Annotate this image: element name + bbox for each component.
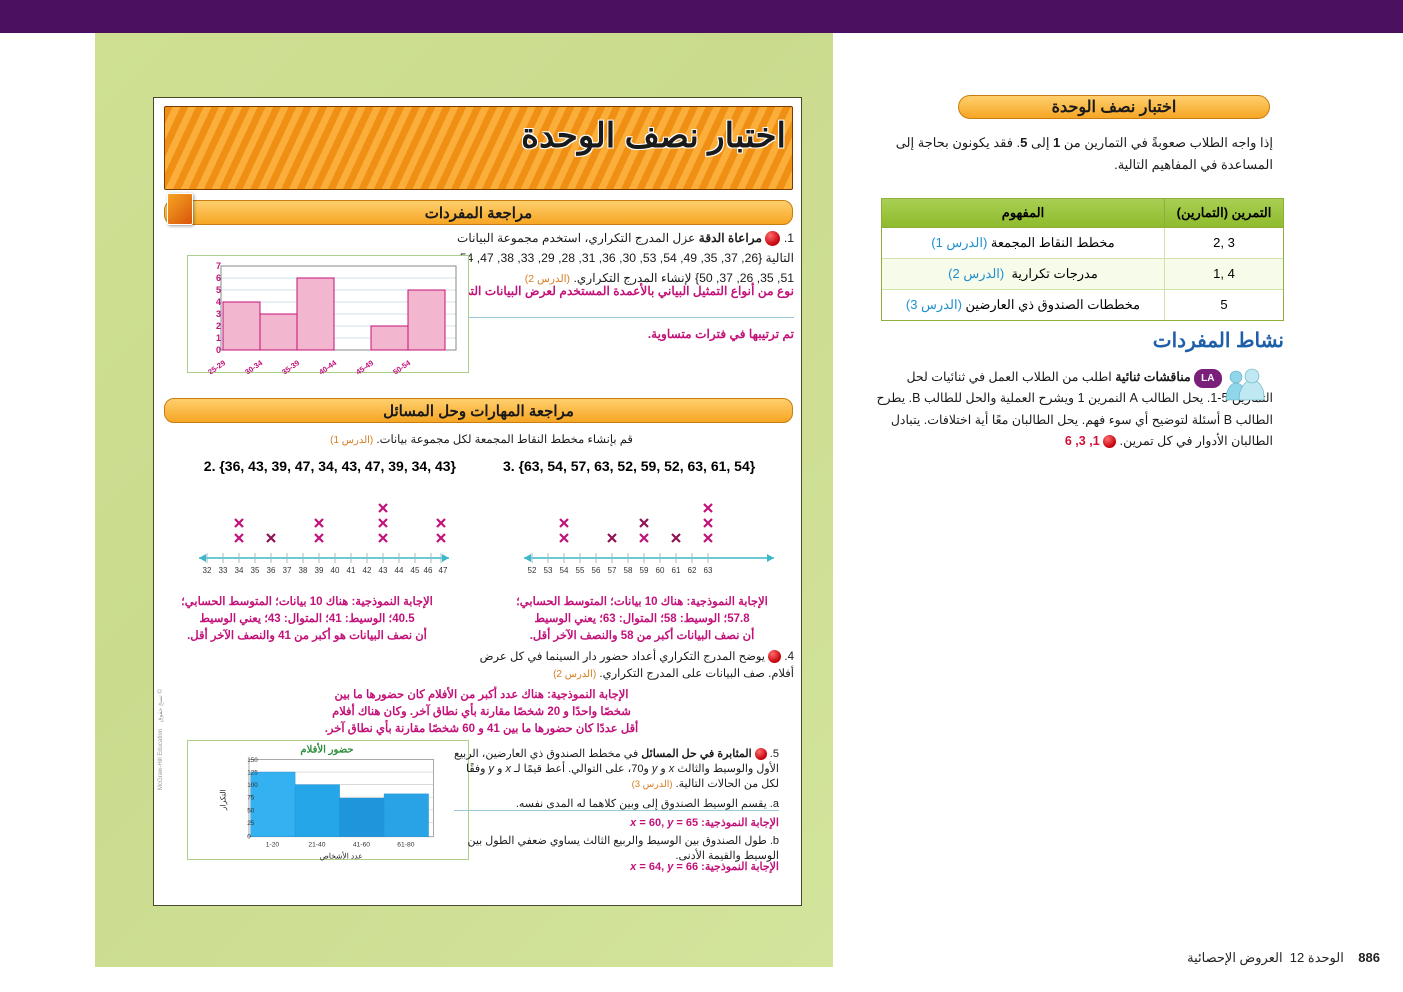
svg-text:43: 43	[379, 566, 388, 575]
svg-text:57: 57	[608, 566, 617, 575]
svg-text:41-60: 41-60	[353, 842, 370, 849]
svg-text:21-40: 21-40	[308, 842, 325, 849]
svg-text:عدد الأشخاص: عدد الأشخاص	[320, 850, 363, 860]
svg-text:3: 3	[216, 309, 221, 319]
svg-text:100: 100	[247, 782, 258, 789]
svg-text:50-54: 50-54	[391, 358, 413, 374]
svg-text:75: 75	[247, 795, 254, 802]
svg-text:56: 56	[592, 566, 601, 575]
svg-text:125: 125	[247, 770, 258, 777]
svg-text:32: 32	[203, 566, 212, 575]
svg-text:44: 44	[395, 566, 404, 575]
svg-text:38: 38	[299, 566, 308, 575]
svg-text:42: 42	[363, 566, 372, 575]
svg-text:0: 0	[216, 345, 221, 355]
svg-text:46: 46	[424, 566, 433, 575]
svg-text:37: 37	[283, 566, 292, 575]
svg-text:35-39: 35-39	[280, 358, 301, 374]
svg-text:41: 41	[347, 566, 356, 575]
svg-text:0: 0	[247, 833, 251, 840]
svg-text:40-44: 40-44	[317, 358, 339, 374]
svg-text:حضور الأفلام: حضور الأفلام	[300, 744, 353, 756]
svg-text:36: 36	[267, 566, 276, 575]
svg-text:33: 33	[219, 566, 228, 575]
svg-text:50: 50	[247, 807, 254, 814]
svg-text:34: 34	[235, 566, 244, 575]
svg-text:25: 25	[247, 820, 254, 827]
svg-text:59: 59	[640, 566, 649, 575]
svg-text:45: 45	[411, 566, 420, 575]
svg-text:60: 60	[656, 566, 665, 575]
svg-text:1: 1	[216, 333, 221, 343]
svg-text:39: 39	[315, 566, 324, 575]
svg-text:6: 6	[216, 273, 221, 283]
svg-text:التكرار: التكرار	[218, 789, 227, 811]
svg-text:40: 40	[331, 566, 340, 575]
svg-text:55: 55	[576, 566, 585, 575]
svg-text:25-29: 25-29	[206, 358, 227, 374]
svg-text:7: 7	[216, 261, 221, 271]
svg-text:54: 54	[560, 566, 569, 575]
svg-text:1-20: 1-20	[266, 842, 280, 849]
svg-text:62: 62	[688, 566, 697, 575]
svg-text:30-34: 30-34	[243, 358, 265, 374]
svg-text:2: 2	[216, 321, 221, 331]
svg-text:4: 4	[216, 297, 221, 307]
svg-text:63: 63	[704, 566, 713, 575]
svg-text:47: 47	[439, 566, 448, 575]
svg-text:150: 150	[247, 757, 258, 764]
svg-text:5: 5	[216, 285, 221, 295]
svg-text:61: 61	[672, 566, 681, 575]
svg-text:45-49: 45-49	[354, 358, 375, 374]
svg-text:35: 35	[251, 566, 260, 575]
svg-text:53: 53	[544, 566, 553, 575]
svg-text:52: 52	[528, 566, 537, 575]
svg-text:61-80: 61-80	[397, 842, 414, 849]
svg-text:58: 58	[624, 566, 633, 575]
